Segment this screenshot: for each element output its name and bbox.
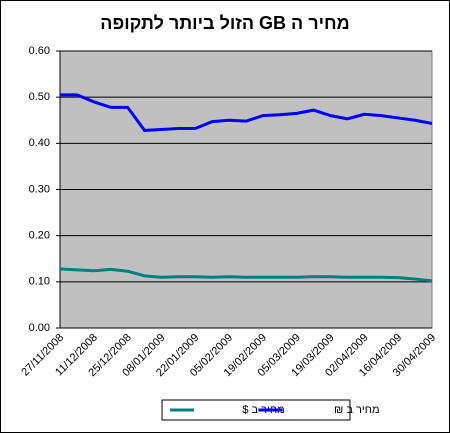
y-tick-label: 0.20: [29, 230, 50, 242]
series-line: [59, 267, 433, 283]
y-tick-label: 0.60: [29, 45, 50, 57]
chart-title: מחיר ה GB הזול ביותר לתקופה: [100, 13, 349, 33]
y-tick-label: 0.10: [29, 276, 50, 288]
y-tick-label: 0.30: [29, 183, 50, 195]
y-tick-label: 0.50: [29, 91, 50, 103]
legend-box: [161, 399, 351, 421]
series-line: [60, 93, 433, 132]
legend: מחיר ב $מחיר ב ₪: [161, 399, 380, 421]
legend-label: מחיר ב ₪: [334, 404, 380, 416]
y-tick-label: 0.40: [29, 137, 50, 149]
y-tick-label: 0.00: [29, 322, 50, 334]
